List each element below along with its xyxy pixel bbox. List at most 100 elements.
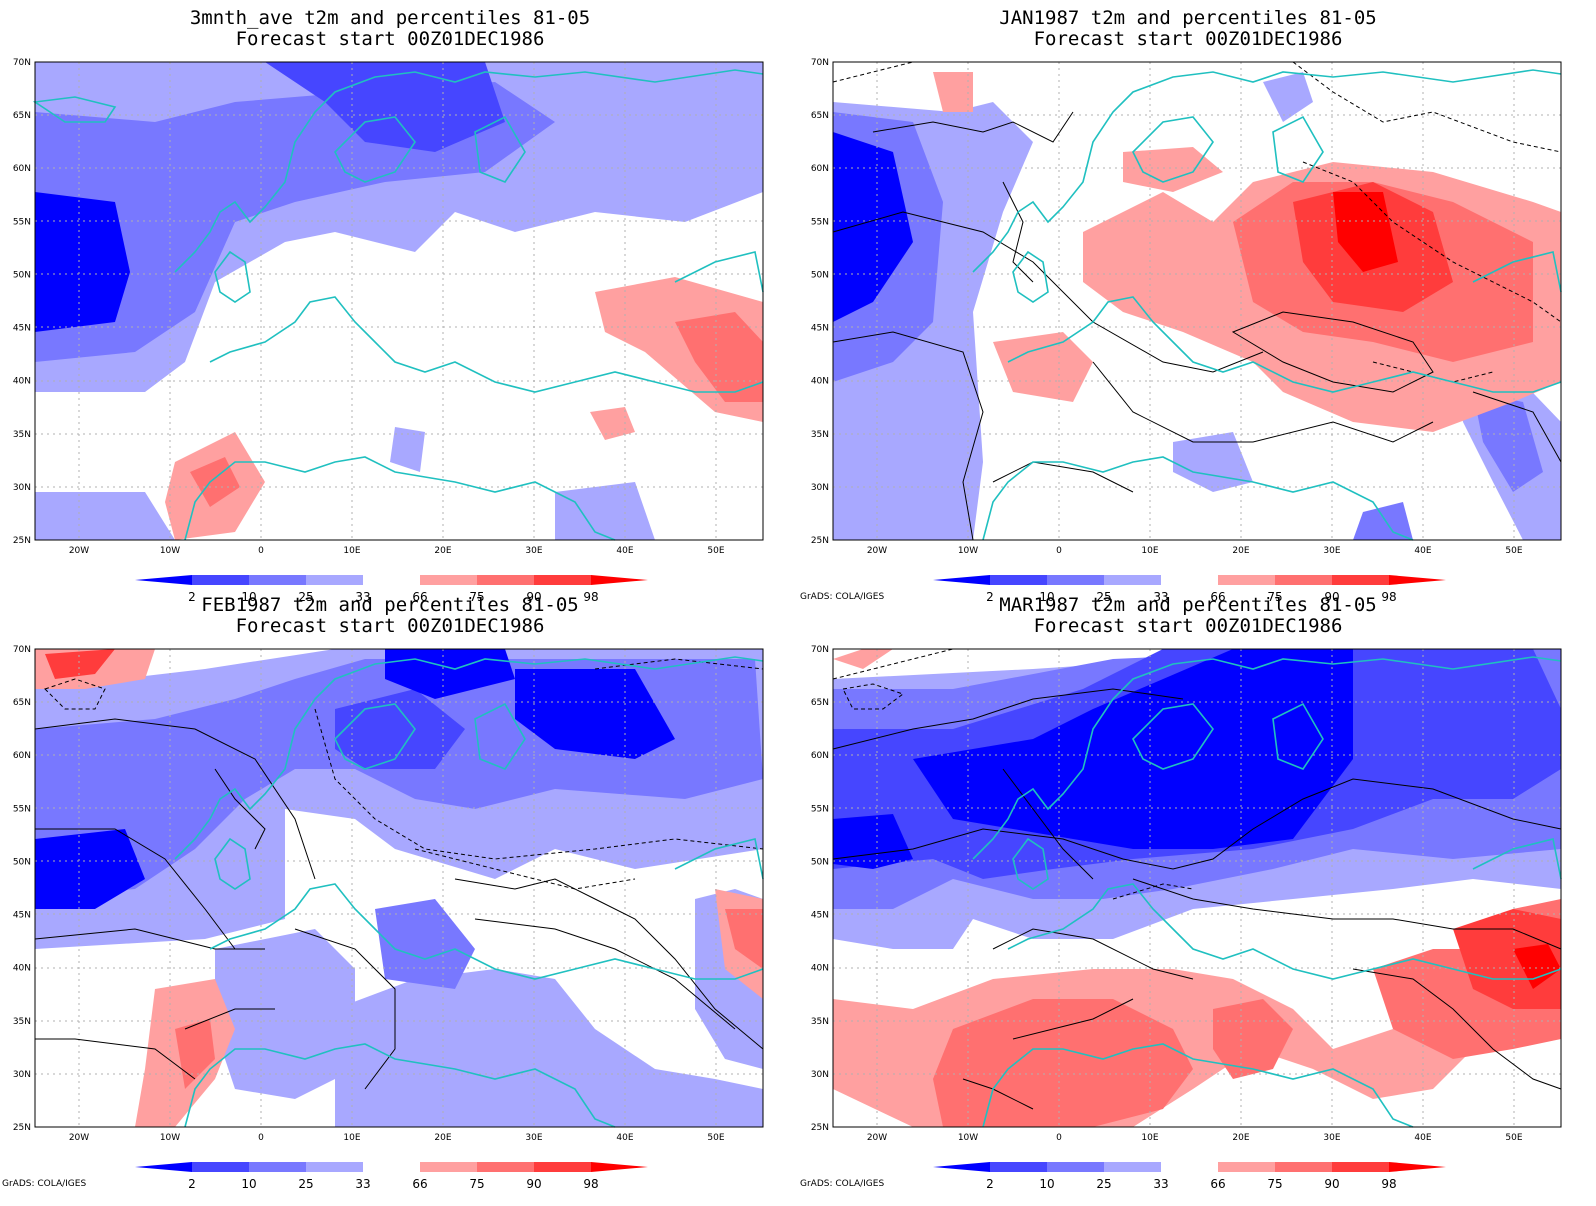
colorbar-tick: 98: [1381, 1177, 1396, 1191]
latitude-label: 40N: [811, 377, 829, 387]
longitude-label: 0: [258, 1133, 264, 1143]
shade-very-low-west: [35, 192, 130, 332]
longitude-label: 0: [1056, 546, 1062, 556]
colorbar-tick: 2: [986, 1177, 994, 1191]
latitude-label: 65N: [811, 111, 829, 121]
percentile-colorbar: 2 10 25 33 66 75 90 98: [933, 1162, 1463, 1202]
colorbar-tick: 33: [1153, 590, 1168, 604]
panel-subtitle: Forecast start 00Z01DEC1986: [235, 615, 545, 637]
colorbar-tick: 33: [355, 1177, 370, 1191]
colorbar-tick: 90: [1324, 590, 1339, 604]
longitude-label: 0: [258, 546, 264, 556]
latitude-label: 35N: [811, 430, 829, 440]
latitude-label: 30N: [13, 1070, 31, 1080]
longitude-label: 20W: [867, 1133, 887, 1143]
longitude-label: 50E: [707, 1133, 724, 1143]
colorbar-tick: 33: [1153, 1177, 1168, 1191]
colorbar-tick: 10: [241, 1177, 256, 1191]
shade-above-spot-east: [590, 407, 635, 440]
latitude-label: 60N: [811, 751, 829, 761]
latitude-label: 55N: [13, 804, 31, 814]
colorbar-tick: 66: [1210, 590, 1225, 604]
latitude-label: 25N: [811, 536, 829, 546]
panel-title: JAN1987 t2m and percentiles 81-05: [999, 7, 1377, 29]
percentile-map: 70N 65N 60N 55N 50N 45N 40N 35N 30N 25N 20W 10W 0 10E…: [13, 645, 764, 1143]
longitude-label: 20E: [1232, 1133, 1249, 1143]
longitude-label: 30E: [1323, 546, 1340, 556]
longitude-label: 20W: [867, 546, 887, 556]
latitude-label: 70N: [13, 645, 31, 655]
panel-3month-average: 3mnth_ave t2m and percentiles 81-05 Fore…: [0, 0, 798, 604]
percentile-colorbar: 2 10 25 33 66 75 90 98: [135, 575, 665, 615]
latitude-label: 70N: [811, 645, 829, 655]
percentile-map: 70N 65N 60N 55N 50N 45N 40N 35N 30N 25N 20W 10W 0 10E…: [811, 58, 1562, 556]
shade-high-north-africa: [190, 457, 240, 507]
colorbar-tick: 75: [1267, 590, 1282, 604]
map-border: [832, 61, 1562, 541]
percentile-colorbar: 2 10 25 33 66 75 90 98: [933, 575, 1463, 615]
latitude-label: 50N: [811, 857, 829, 867]
percentile-map: 70N 65N 60N 55N 50N 45N 40N 35N 30N 25N 20W 10W 0 10E…: [13, 58, 764, 556]
longitude-label: 20W: [69, 1133, 89, 1143]
longitude-label: 10W: [160, 1133, 180, 1143]
colorbar-tick: 25: [1096, 590, 1111, 604]
colorbar-tick: 66: [412, 590, 427, 604]
longitude-label: 10W: [160, 546, 180, 556]
longitude-label: 10W: [958, 546, 978, 556]
longitude-label: 10W: [958, 1133, 978, 1143]
shade-below-spot: [390, 427, 425, 472]
latitude-label: 65N: [811, 698, 829, 708]
shade-high-east: [675, 312, 763, 402]
colorbar-tick: 98: [1381, 590, 1396, 604]
colorbar-tick: 90: [526, 1177, 541, 1191]
latitude-label: 45N: [811, 911, 829, 921]
panel-title: 3mnth_ave t2m and percentiles 81-05: [189, 7, 591, 29]
colorbar-tick: 33: [355, 590, 370, 604]
percentile-map: 70N 65N 60N 55N 50N 45N 40N 35N 30N 25N 20W 10W 0 10E…: [811, 645, 1562, 1143]
longitude-label: 40E: [1414, 1133, 1431, 1143]
panel-subtitle: Forecast start 00Z01DEC1986: [1033, 615, 1343, 637]
longitude-label: 50E: [1505, 1133, 1522, 1143]
latitude-label: 40N: [811, 964, 829, 974]
colorbar-tick: 98: [583, 590, 598, 604]
longitude-label: 10E: [1141, 1133, 1158, 1143]
colorbar-tick: 66: [412, 1177, 427, 1191]
credit-text: GrADS: COLA/IGES: [2, 1179, 87, 1189]
latitude-label: 50N: [13, 270, 31, 280]
colorbar-tick: 75: [469, 590, 484, 604]
panel-subtitle: Forecast start 00Z01DEC1986: [235, 28, 545, 50]
map-frame: 70N 65N 60N 55N 50N 45N 40N 35N 30N 25N 20W 10W 0 10E…: [13, 58, 764, 556]
latitude-label: 55N: [811, 804, 829, 814]
shading-layer: [35, 62, 763, 540]
credit-text: GrADS: COLA/IGES: [800, 1179, 885, 1189]
longitude-label: 0: [1056, 1133, 1062, 1143]
panel-title: FEB1987 t2m and percentiles 81-05: [201, 594, 579, 616]
longitude-label: 30E: [1323, 1133, 1340, 1143]
map-frame: 70N 65N 60N 55N 50N 45N 40N 35N 30N 25N 20W 10W 0 10E…: [13, 645, 764, 1143]
latitude-label: 50N: [13, 857, 31, 867]
latitude-label: 50N: [811, 270, 829, 280]
colorbar-tick: 25: [298, 590, 313, 604]
colorbar-tick: 75: [469, 1177, 484, 1191]
latitude-label: 30N: [13, 483, 31, 493]
latitude-label: 65N: [13, 698, 31, 708]
latitude-label: 45N: [13, 324, 31, 334]
latitude-label: 55N: [13, 217, 31, 227]
panel-mar1987: MAR1987 t2m and percentiles 81-05 Foreca…: [798, 587, 1596, 1191]
longitude-label: 50E: [707, 546, 724, 556]
map-border: [34, 61, 764, 541]
colorbar-tick: 2: [188, 590, 196, 604]
graticule: [35, 62, 763, 540]
panel-title: MAR1987 t2m and percentiles 81-05: [999, 594, 1377, 616]
latitude-label: 45N: [811, 324, 829, 334]
colorbar-tick: 98: [583, 1177, 598, 1191]
colorbar-tick: 25: [1096, 1177, 1111, 1191]
colorbar-tick: 90: [526, 590, 541, 604]
latitude-label: 30N: [811, 483, 829, 493]
latitude-label: 25N: [13, 536, 31, 546]
longitude-label: 20E: [434, 1133, 451, 1143]
latitude-label: 35N: [13, 1017, 31, 1027]
shade-low-scandinavia: [265, 62, 505, 152]
latitude-label: 25N: [811, 1123, 829, 1133]
credit-text: GrADS: COLA/IGES: [800, 592, 885, 602]
